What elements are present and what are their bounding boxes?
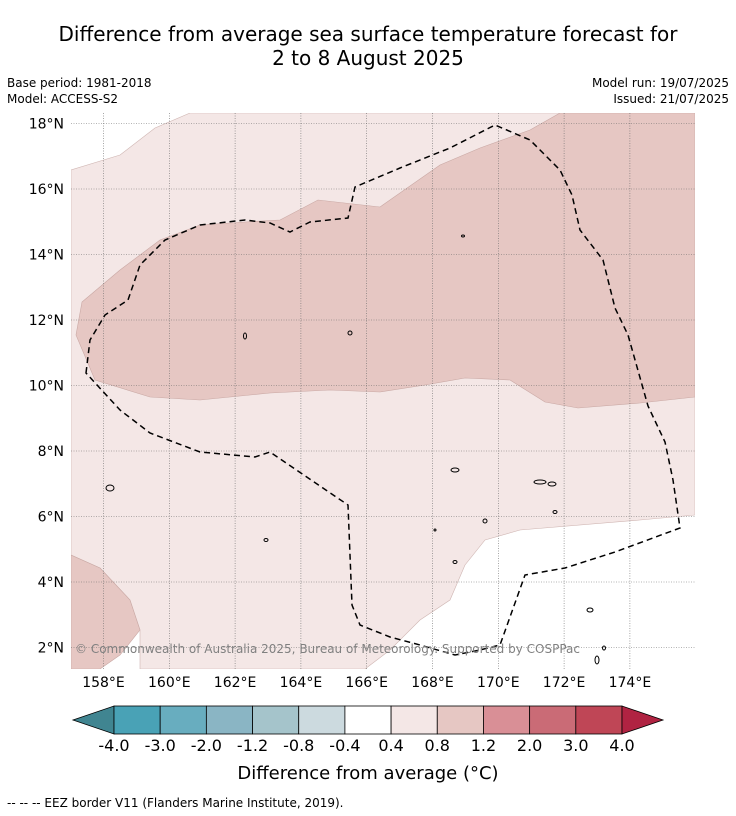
colorbar-extend-max — [621, 705, 665, 735]
colorbar-tick-label: 3.0 — [563, 736, 588, 755]
island — [586, 607, 594, 613]
island — [263, 538, 269, 542]
colorbar-swatch — [529, 705, 577, 735]
colorbar-swatch — [390, 705, 438, 735]
island — [243, 332, 247, 340]
latitude-labels: 18°N 16°N 14°N 12°N 10°N 8°N 6°N 4°N 2°N — [29, 117, 64, 657]
island — [461, 234, 465, 238]
colorbar-swatch — [113, 705, 161, 735]
base-period: Base period: 1981-2018 — [7, 76, 152, 90]
colorbar-swatch — [298, 705, 346, 735]
colorbar-title: Difference from average (°C) — [237, 763, 499, 784]
colorbar-tick-label: -0.4 — [329, 736, 360, 755]
island — [547, 481, 557, 487]
lat-tick-label: 2°N — [38, 641, 64, 657]
lat-tick-label: 18°N — [29, 117, 64, 133]
island — [594, 655, 600, 665]
island — [602, 645, 606, 651]
islands — [105, 234, 606, 665]
island — [105, 484, 115, 492]
colorbar-tick-label: 2.0 — [517, 736, 542, 755]
title-line-2: 2 to 8 August 2025 — [272, 46, 464, 70]
lon-tick-label: 160°E — [148, 675, 191, 691]
island — [482, 518, 488, 524]
colorbar-tick-label: -1.2 — [237, 736, 268, 755]
copyright-text: © Commonwealth of Australia 2025, Bureau… — [75, 642, 580, 656]
colorbar-swatch — [483, 705, 531, 735]
lon-tick-label: 162°E — [214, 675, 257, 691]
lon-tick-label: 164°E — [280, 675, 323, 691]
island — [450, 467, 460, 473]
colorbar-tick-label: -2.0 — [191, 736, 222, 755]
title-line-1: Difference from average sea surface temp… — [58, 22, 678, 46]
anomaly-region-medium-sw — [71, 554, 141, 669]
graticule — [71, 113, 695, 669]
meta-left: Base period: 1981-2018 Model: ACCESS-S2 — [7, 75, 152, 107]
eez-legend: -- -- -- EEZ border V11 (Flanders Marine… — [7, 796, 344, 810]
model-run: Model run: 19/07/2025 — [591, 76, 729, 90]
island — [347, 330, 353, 336]
colorbar-extend-min — [71, 705, 115, 735]
lat-tick-label: 4°N — [38, 575, 64, 591]
lon-tick-label: 170°E — [477, 675, 520, 691]
island — [533, 479, 547, 485]
issued-date: Issued: 21/07/2025 — [613, 92, 729, 106]
lon-tick-label: 158°E — [82, 675, 125, 691]
colorbar-swatch — [159, 705, 207, 735]
colorbar-tick-label: -0.8 — [283, 736, 314, 755]
longitude-labels: 158°E 160°E 162°E 164°E 166°E 168°E 170°E 172°E… — [82, 675, 651, 691]
colorbar-swatch — [205, 705, 253, 735]
lat-tick-label: 14°N — [29, 248, 64, 264]
island — [552, 510, 558, 514]
lon-tick-label: 172°E — [543, 675, 586, 691]
colorbar-tick-label: -4.0 — [98, 736, 129, 755]
model-name: Model: ACCESS-S2 — [7, 92, 119, 106]
lon-tick-label: 168°E — [411, 675, 454, 691]
colorbar-swatch — [252, 705, 300, 735]
colorbar-tick-label: -3.0 — [145, 736, 176, 755]
island — [433, 528, 437, 532]
lat-tick-label: 12°N — [29, 313, 64, 329]
lat-tick-label: 8°N — [38, 444, 64, 460]
lon-tick-label: 166°E — [345, 675, 388, 691]
lat-tick-label: 10°N — [29, 379, 64, 395]
island — [452, 560, 458, 564]
chart-title: Difference from average sea surface temp… — [0, 22, 736, 70]
lon-tick-label: 174°E — [609, 675, 652, 691]
lat-tick-label: 16°N — [29, 182, 64, 198]
lat-tick-label: 6°N — [38, 510, 64, 526]
colorbar-tick-label: 0.8 — [425, 736, 450, 755]
eez-border — [85, 124, 681, 656]
colorbar-tick-label: 0.4 — [378, 736, 403, 755]
colorbar-tick-label: 4.0 — [609, 736, 634, 755]
colorbar: -4.0 -3.0 -2.0 -1.2 -0.8 -0.4 0.4 0.8 1.2 2.0 3.0 4… — [71, 705, 665, 755]
colorbar-swatch — [575, 705, 623, 735]
colorbar-tick-label: 1.2 — [471, 736, 496, 755]
meta-right: Model run: 19/07/2025 Issued: 21/07/2025 — [592, 75, 729, 107]
colorbar-swatch — [344, 705, 392, 735]
map-plot-area — [71, 113, 695, 669]
colorbar-swatch — [436, 705, 484, 735]
